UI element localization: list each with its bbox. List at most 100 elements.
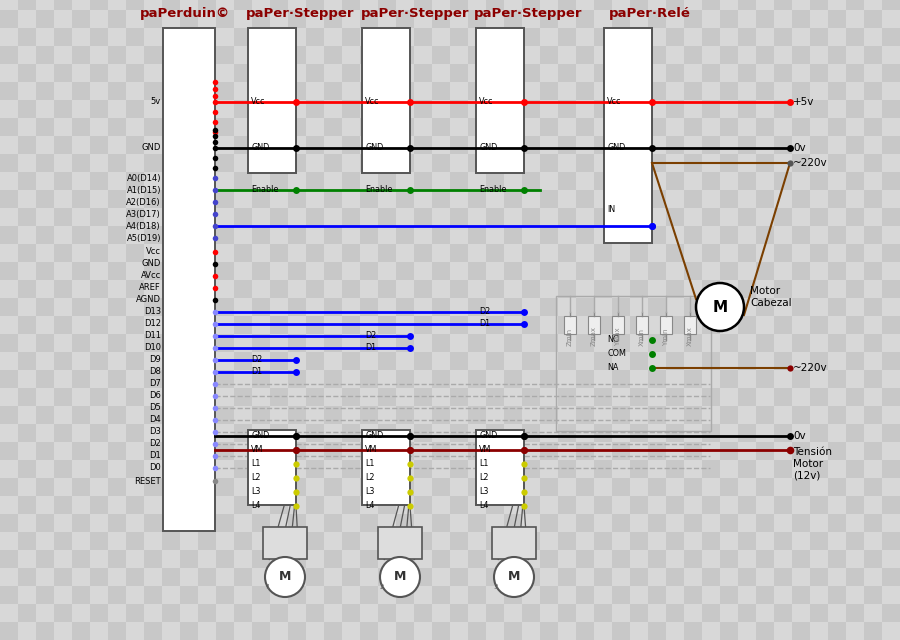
Bar <box>144 352 162 370</box>
Bar <box>288 0 306 10</box>
Bar <box>414 190 432 208</box>
Bar <box>468 496 486 514</box>
Bar <box>630 244 648 262</box>
Bar <box>540 604 558 622</box>
Bar <box>126 82 144 100</box>
Bar <box>90 442 108 460</box>
Bar <box>324 388 342 406</box>
Bar <box>846 388 864 406</box>
Text: 1: 1 <box>265 584 269 590</box>
Bar <box>666 64 684 82</box>
Bar <box>738 568 756 586</box>
Bar <box>486 496 504 514</box>
Bar <box>18 352 36 370</box>
Text: D12: D12 <box>144 319 161 328</box>
Bar <box>666 424 684 442</box>
Bar <box>18 82 36 100</box>
Bar <box>540 478 558 496</box>
Bar <box>36 46 54 64</box>
Bar <box>702 424 720 442</box>
Bar <box>684 280 702 298</box>
Bar <box>666 226 684 244</box>
Bar <box>486 136 504 154</box>
Bar <box>846 280 864 298</box>
Bar <box>162 208 180 226</box>
Bar <box>558 442 576 460</box>
Bar <box>486 244 504 262</box>
Bar <box>576 118 594 136</box>
Text: GND: GND <box>607 143 625 152</box>
Bar <box>594 604 612 622</box>
Bar <box>486 10 504 28</box>
Bar <box>684 532 702 550</box>
Bar <box>648 424 666 442</box>
Bar <box>324 190 342 208</box>
Bar <box>306 586 324 604</box>
Bar <box>702 478 720 496</box>
Bar <box>468 226 486 244</box>
Bar <box>324 28 342 46</box>
Bar <box>774 460 792 478</box>
Bar <box>126 136 144 154</box>
Bar <box>36 0 54 10</box>
Bar <box>630 568 648 586</box>
Bar <box>288 388 306 406</box>
Bar <box>540 298 558 316</box>
Bar <box>144 406 162 424</box>
Bar <box>342 442 360 460</box>
Bar <box>882 64 900 82</box>
Bar <box>558 496 576 514</box>
Bar <box>0 100 18 118</box>
Bar <box>216 352 234 370</box>
Bar <box>792 622 810 640</box>
Bar <box>234 244 252 262</box>
Bar <box>882 568 900 586</box>
Bar <box>720 586 738 604</box>
Bar <box>648 604 666 622</box>
Bar <box>162 568 180 586</box>
Bar <box>666 550 684 568</box>
Bar <box>612 172 630 190</box>
Bar <box>108 316 126 334</box>
Bar <box>522 190 540 208</box>
Bar <box>612 334 630 352</box>
Bar <box>576 244 594 262</box>
Bar <box>342 388 360 406</box>
Bar <box>486 118 504 136</box>
Bar <box>828 496 846 514</box>
Bar <box>468 100 486 118</box>
Bar <box>774 478 792 496</box>
Bar <box>810 388 828 406</box>
Bar <box>36 262 54 280</box>
Bar <box>846 370 864 388</box>
Bar <box>144 316 162 334</box>
Bar <box>90 172 108 190</box>
Circle shape <box>380 557 420 597</box>
Bar <box>144 622 162 640</box>
Bar <box>468 280 486 298</box>
Bar <box>630 406 648 424</box>
Bar <box>90 28 108 46</box>
Bar <box>504 298 522 316</box>
Bar <box>288 100 306 118</box>
Bar <box>684 316 696 334</box>
Bar <box>108 172 126 190</box>
Text: Enable: Enable <box>365 186 392 195</box>
Bar <box>846 496 864 514</box>
Bar <box>648 622 666 640</box>
Bar <box>306 244 324 262</box>
Bar <box>666 568 684 586</box>
Bar <box>126 154 144 172</box>
Bar <box>504 478 522 496</box>
Bar <box>18 298 36 316</box>
Bar <box>468 316 486 334</box>
Bar <box>396 604 414 622</box>
Bar <box>450 82 468 100</box>
Bar <box>468 568 486 586</box>
Bar <box>270 262 288 280</box>
Bar <box>738 154 756 172</box>
Bar <box>108 532 126 550</box>
Bar <box>414 622 432 640</box>
Bar <box>18 316 36 334</box>
Bar <box>774 244 792 262</box>
